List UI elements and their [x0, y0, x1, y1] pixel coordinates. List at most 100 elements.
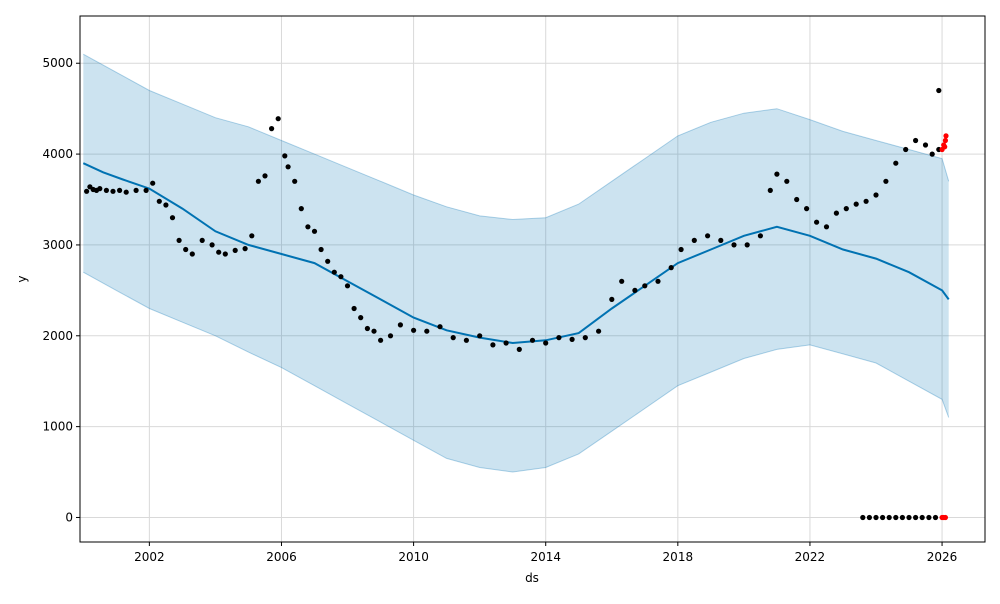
observed-point — [387, 333, 394, 339]
observed-points-layer — [84, 87, 949, 521]
observed-point — [556, 335, 562, 341]
observed-point — [893, 160, 899, 166]
observed-point — [209, 242, 215, 248]
observed-point — [503, 340, 509, 346]
observed-point — [103, 187, 109, 193]
observed-point — [543, 340, 549, 346]
recent-point — [942, 137, 949, 144]
observed-point — [731, 242, 737, 248]
observed-point — [282, 153, 288, 159]
observed-point — [189, 251, 195, 257]
observed-point — [292, 178, 298, 184]
observed-point — [873, 192, 879, 198]
observed-point — [609, 296, 615, 302]
uncertainty-band — [83, 54, 949, 472]
observed-point — [691, 237, 697, 243]
observed-point — [318, 246, 324, 253]
observed-point — [886, 514, 892, 521]
observed-point — [411, 327, 417, 333]
observed-point — [351, 305, 357, 312]
observed-point — [774, 171, 780, 177]
observed-point — [222, 251, 228, 257]
observed-point — [705, 233, 711, 239]
y-tick-label: 5000 — [42, 56, 73, 70]
observed-point — [619, 278, 625, 284]
observed-point — [262, 173, 268, 179]
observed-point — [906, 514, 912, 521]
observed-point — [853, 201, 859, 207]
x-tick-label: 2010 — [398, 550, 429, 564]
observed-point — [932, 514, 939, 521]
observed-point — [767, 187, 773, 193]
observed-point — [569, 336, 575, 342]
observed-point — [814, 219, 820, 225]
observed-point — [117, 187, 123, 193]
recent-point — [943, 133, 949, 139]
observed-point — [216, 249, 222, 255]
y-tick-label: 0 — [65, 510, 73, 524]
observed-point — [794, 196, 800, 203]
uncertainty-lower-edge — [83, 271, 950, 473]
observed-point — [269, 126, 275, 132]
grid-layer — [80, 16, 985, 542]
uncertainty-upper-edge — [83, 53, 950, 221]
observed-point — [110, 188, 116, 194]
observed-point — [883, 178, 889, 184]
observed-point — [784, 178, 790, 184]
observed-point — [926, 514, 932, 521]
observed-point — [833, 210, 840, 216]
observed-point — [232, 247, 238, 253]
observed-point — [84, 188, 90, 194]
observed-point — [655, 278, 661, 284]
observed-point — [358, 315, 364, 321]
y-tick-label: 1000 — [42, 420, 73, 434]
observed-point — [133, 187, 139, 193]
y-tick-label: 3000 — [42, 238, 73, 252]
y-axis-ticks: 0 1000 2000 3000 4000 5000 — [42, 56, 80, 524]
observed-point — [936, 87, 942, 94]
uncertainty-band-layer — [83, 53, 950, 473]
y-axis-label: y — [15, 275, 29, 282]
observed-point — [242, 246, 248, 252]
observed-point — [424, 328, 430, 334]
x-axis-ticks: 2002 2006 2010 2014 2018 2022 2026 — [134, 542, 957, 564]
y-tick-label: 2000 — [42, 329, 73, 343]
observed-point — [371, 328, 377, 334]
observed-point — [183, 246, 189, 253]
observed-point — [156, 198, 162, 204]
observed-point — [804, 206, 810, 212]
observed-point — [903, 146, 909, 153]
observed-point — [757, 233, 764, 239]
x-tick-label: 2002 — [134, 550, 165, 564]
y-tick-label: 4000 — [42, 147, 73, 161]
observed-point — [163, 202, 169, 208]
observed-point — [632, 287, 638, 293]
forecast-line-layer — [82, 162, 950, 345]
observed-point — [344, 283, 351, 289]
observed-point — [143, 187, 149, 193]
observed-point — [169, 215, 176, 221]
observed-point — [285, 164, 291, 170]
observed-point — [596, 328, 602, 334]
observed-point — [255, 178, 261, 184]
observed-point — [378, 337, 384, 343]
observed-point — [150, 180, 156, 186]
observed-point — [463, 337, 469, 343]
observed-point — [477, 333, 483, 339]
observed-point — [880, 514, 886, 521]
observed-point — [922, 142, 929, 148]
observed-point — [364, 325, 370, 332]
x-axis-label: ds — [525, 571, 539, 585]
observed-point — [490, 342, 496, 348]
recent-point — [942, 514, 949, 521]
observed-point — [298, 206, 304, 212]
observed-point — [275, 116, 281, 122]
x-tick-label: 2018 — [663, 550, 694, 564]
x-tick-label: 2006 — [266, 550, 297, 564]
observed-point — [199, 237, 205, 243]
observed-point — [873, 514, 879, 521]
observed-point — [929, 151, 935, 157]
forecast-line — [82, 162, 950, 345]
